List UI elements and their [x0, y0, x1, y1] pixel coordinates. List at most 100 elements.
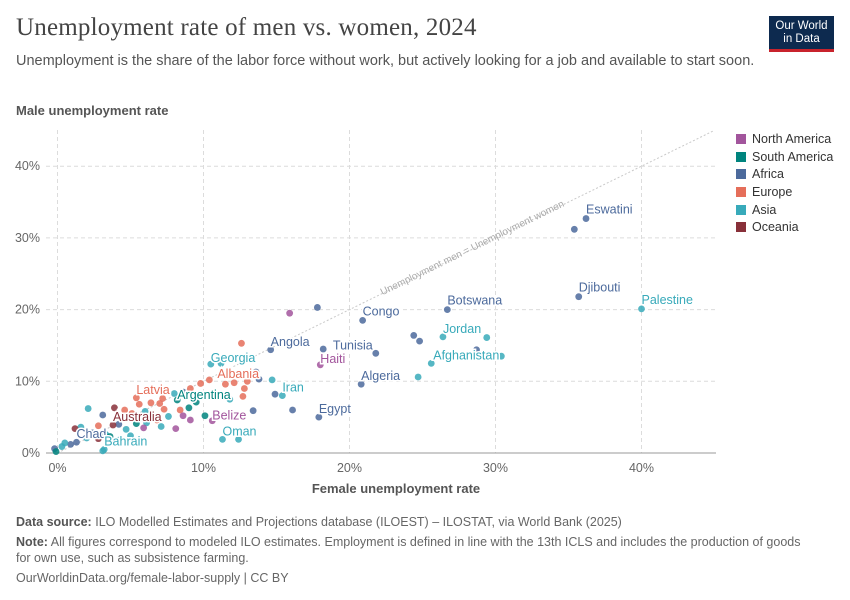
point-label: Algeria — [361, 369, 400, 383]
point-label: Albania — [217, 367, 259, 381]
data-point — [141, 408, 149, 415]
data-point — [179, 412, 187, 420]
legend-label: Asia — [752, 202, 777, 217]
owid-logo[interactable]: Our World in Data — [769, 16, 834, 52]
data-point — [84, 405, 92, 412]
axis-ticks: 0% 0% 10% 10% 20% 20% 30% 30% 40% 40% Female unemp… — [15, 159, 654, 496]
y-tick-label: 20% — [15, 303, 40, 317]
y-tick-label: 30% — [15, 231, 40, 245]
point-label: Iran — [282, 381, 304, 395]
x-tick-label: 30% — [483, 461, 508, 475]
point-label: Haiti — [320, 352, 345, 366]
point-label: Botswana — [447, 294, 502, 308]
data-point — [255, 375, 263, 383]
point-label: Australia — [113, 410, 162, 424]
data-point — [268, 376, 276, 384]
x-tick-label: 20% — [337, 461, 362, 475]
data-point — [73, 438, 80, 446]
point-label: Jordan — [443, 322, 481, 336]
point-label: Belize — [212, 409, 246, 423]
data-point — [106, 433, 114, 440]
data-point — [240, 385, 248, 392]
data-point — [185, 404, 193, 412]
point-label: Tunisia — [333, 338, 373, 352]
data-point — [132, 420, 140, 428]
data-point — [100, 446, 108, 453]
equality-line-label: Unemployment men = Unemployment women — [379, 199, 566, 298]
point-label: Congo — [363, 304, 400, 318]
data-point — [267, 346, 275, 354]
legend-item[interactable]: Europe — [736, 183, 833, 201]
legend-label: Europe — [752, 184, 793, 199]
source-text[interactable]: ILO Modelled Estimates and Projections d… — [95, 515, 622, 529]
data-point — [132, 394, 140, 402]
data-point — [286, 309, 294, 317]
data-point — [156, 400, 164, 407]
data-point — [205, 376, 213, 384]
data-point — [176, 406, 184, 414]
data-point — [443, 306, 451, 313]
data-point — [111, 404, 118, 412]
data-point — [121, 406, 129, 414]
data-point — [94, 435, 102, 443]
legend-swatch — [736, 133, 746, 144]
data-point — [208, 417, 216, 425]
x-tick-label: 0% — [48, 461, 66, 475]
point-label: Angola — [271, 335, 310, 349]
data-point — [89, 429, 96, 437]
legend-item[interactable]: North America — [736, 130, 833, 148]
data-point — [230, 379, 238, 387]
data-point — [140, 424, 148, 432]
legend-item[interactable]: Oceania — [736, 218, 833, 236]
footer-url[interactable]: OurWorldinData.org/female-labor-supply |… — [16, 571, 289, 585]
data-point — [414, 373, 422, 381]
data-point — [497, 352, 505, 360]
data-point — [289, 406, 296, 414]
legend-swatch — [736, 222, 746, 233]
data-point — [483, 334, 491, 341]
note-text: All figures correspond to modeled ILO es… — [16, 535, 801, 565]
data-point — [219, 435, 226, 443]
data-point — [252, 368, 260, 376]
legend-swatch — [736, 186, 746, 197]
legend-item[interactable]: South America — [736, 148, 833, 166]
legend-swatch — [736, 169, 746, 180]
legend-item[interactable]: Africa — [736, 165, 833, 183]
data-point — [473, 346, 480, 354]
note-label: Note: — [16, 535, 48, 549]
equality-line — [57, 129, 715, 454]
data-point — [165, 413, 172, 420]
point-label: Argentina — [177, 388, 231, 402]
data-point — [372, 349, 380, 357]
data-point — [570, 225, 578, 233]
legend-item[interactable]: Asia — [736, 201, 833, 219]
data-point — [243, 377, 251, 385]
point-label: Latvia — [136, 383, 169, 397]
y-tick-label: 10% — [15, 374, 40, 388]
data-point — [249, 407, 257, 415]
source-label: Data source: — [16, 515, 92, 529]
chart-title: Unemployment rate of men vs. women, 2024 — [16, 14, 477, 41]
data-point — [115, 420, 123, 428]
data-point — [186, 385, 194, 392]
chart-subtitle: Unemployment is the share of the labor f… — [16, 53, 755, 69]
data-point — [71, 425, 79, 433]
data-point — [316, 361, 324, 369]
point-label: Chad — [76, 427, 106, 441]
data-point — [319, 345, 327, 353]
data-point — [239, 392, 247, 400]
data-point — [143, 419, 150, 427]
legend-label: North America — [752, 131, 832, 146]
point-label: Bahrain — [104, 434, 147, 448]
data-point — [94, 422, 102, 430]
legend-label: Africa — [752, 167, 784, 182]
legend-label: South America — [752, 149, 834, 164]
data-points — [51, 215, 645, 455]
data-point — [109, 421, 117, 429]
y-tick-label: 0% — [22, 446, 40, 460]
data-point — [128, 410, 136, 417]
legend-swatch — [736, 204, 746, 215]
data-point — [201, 412, 209, 420]
data-point — [427, 359, 435, 367]
